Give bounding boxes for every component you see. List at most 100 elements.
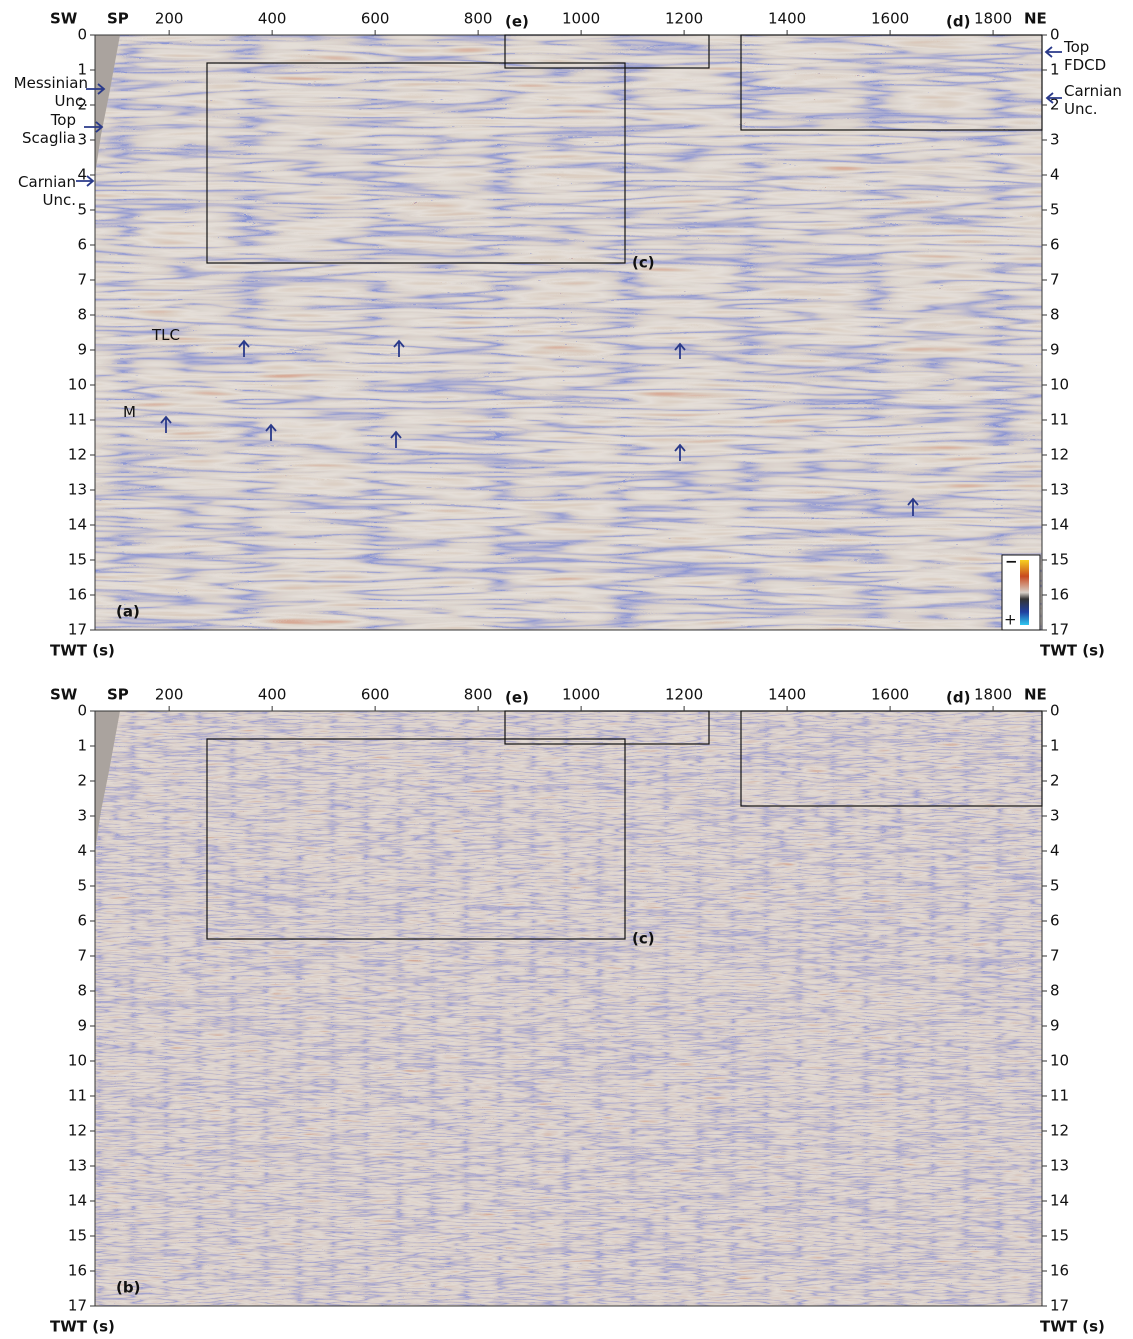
y-tick-label: 10 <box>1050 376 1069 394</box>
y-tick-label: 16 <box>1050 586 1069 604</box>
y-tick-label: 12 <box>1050 446 1069 464</box>
annotation: M <box>123 403 136 421</box>
y-tick-label: 2 <box>77 96 87 114</box>
y-tick-label: 17 <box>68 621 87 639</box>
x-tick-label: 1000 <box>562 10 600 28</box>
y-tick-label: 1 <box>1050 61 1060 79</box>
y-tick-label: 0 <box>1050 702 1060 720</box>
y-tick-label: 7 <box>1050 271 1060 289</box>
y-tick-label: 16 <box>68 1262 87 1280</box>
x-tick-label: 1400 <box>768 10 806 28</box>
annotation: Carnian Unc. <box>18 173 76 209</box>
box-label: (e) <box>505 13 529 31</box>
y-tick-label: 6 <box>77 912 87 930</box>
annotation: Top Scaglia <box>21 111 76 147</box>
x-tick-label: 600 <box>361 10 390 28</box>
x-tick-label: 1600 <box>871 686 909 704</box>
x-tick-label: 1600 <box>871 10 909 28</box>
y-tick-label: 15 <box>68 1227 87 1245</box>
y-tick-label: 7 <box>77 947 87 965</box>
y-tick-label: 3 <box>77 131 87 149</box>
y-tick-label: 11 <box>1050 1087 1069 1105</box>
y-tick-label: 17 <box>1050 1297 1069 1315</box>
y-tick-label: 10 <box>68 1052 87 1070</box>
y-tick-label: 1 <box>77 737 87 755</box>
y-tick-label: 9 <box>77 1017 87 1035</box>
arrows <box>76 46 1062 516</box>
y-tick-label: 4 <box>77 842 87 860</box>
colorbar <box>1020 560 1029 625</box>
x-label-right: NE <box>1024 10 1047 28</box>
x-tick-label: 200 <box>155 686 184 704</box>
x-tick-label: 1200 <box>665 10 703 28</box>
y-tick-label: 2 <box>77 772 87 790</box>
y-tick-label: 7 <box>1050 947 1060 965</box>
y-tick-label: 6 <box>1050 912 1060 930</box>
y-tick-label: 12 <box>68 446 87 464</box>
y-label-right: TWT (s) <box>1040 1318 1105 1336</box>
y-tick-label: 8 <box>1050 982 1060 1000</box>
x-tick-label: 1400 <box>768 686 806 704</box>
y-tick-label: 11 <box>68 411 87 429</box>
y-tick-label: 0 <box>1050 26 1060 44</box>
y-tick-label: 9 <box>1050 1017 1060 1035</box>
y-tick-label: 3 <box>77 807 87 825</box>
y-tick-label: 13 <box>1050 1157 1069 1175</box>
y-tick-label: 8 <box>77 306 87 324</box>
y-tick-label: 13 <box>1050 481 1069 499</box>
y-label-right: TWT (s) <box>1040 642 1105 660</box>
y-tick-label: 15 <box>1050 1227 1069 1245</box>
water-wedge <box>95 711 120 851</box>
x-tick-label: 800 <box>464 686 493 704</box>
annotation: Top FDCD <box>1064 38 1107 74</box>
y-label-left: TWT (s) <box>50 642 115 660</box>
y-tick-label: 13 <box>68 481 87 499</box>
y-tick-label: 13 <box>68 1157 87 1175</box>
x-tick-label: 800 <box>464 10 493 28</box>
y-label-left: TWT (s) <box>50 1318 115 1336</box>
y-tick-label: 17 <box>1050 621 1069 639</box>
y-tick-label: 5 <box>1050 201 1060 219</box>
y-tick-label: 4 <box>1050 166 1060 184</box>
y-tick-label: 11 <box>1050 411 1069 429</box>
box-label: (c) <box>632 930 655 948</box>
x-tick-label: 200 <box>155 10 184 28</box>
x-tick-label: 1000 <box>562 686 600 704</box>
panel-label: (a) <box>116 603 140 621</box>
annotation: Carnian Unc. <box>1064 82 1122 118</box>
y-tick-label: 8 <box>1050 306 1060 324</box>
x-label: SP <box>107 10 129 28</box>
y-tick-label: 14 <box>1050 1192 1069 1210</box>
y-tick-label: 17 <box>68 1297 87 1315</box>
x-label: SP <box>107 686 129 704</box>
annotation: Messinian Unc. <box>13 74 88 110</box>
y-tick-label: 3 <box>1050 131 1060 149</box>
panel-label: (b) <box>116 1279 140 1297</box>
colorbar-label: + <box>1004 611 1017 629</box>
y-tick-label: 5 <box>1050 877 1060 895</box>
x-tick-label: 1800 <box>974 10 1012 28</box>
zoom-box <box>504 710 710 745</box>
y-tick-label: 11 <box>68 1087 87 1105</box>
y-tick-label: 4 <box>1050 842 1060 860</box>
x-label-left: SW <box>50 686 78 704</box>
y-tick-label: 3 <box>1050 807 1060 825</box>
y-tick-label: 12 <box>1050 1122 1069 1140</box>
x-tick-label: 1200 <box>665 686 703 704</box>
y-tick-label: 10 <box>1050 1052 1069 1070</box>
seismic-image <box>95 35 1042 630</box>
seismic-image <box>95 711 1042 1306</box>
x-tick-label: 400 <box>258 686 287 704</box>
y-tick-label: 5 <box>77 877 87 895</box>
y-tick-label: 2 <box>1050 772 1060 790</box>
zoom-box <box>740 34 1043 131</box>
y-tick-label: 14 <box>1050 516 1069 534</box>
colorbar-label: − <box>1005 553 1018 571</box>
box-label: (c) <box>632 254 655 272</box>
y-tick-label: 9 <box>77 341 87 359</box>
y-tick-label: 0 <box>77 702 87 720</box>
water-wedge <box>95 35 120 175</box>
y-tick-label: 16 <box>1050 1262 1069 1280</box>
